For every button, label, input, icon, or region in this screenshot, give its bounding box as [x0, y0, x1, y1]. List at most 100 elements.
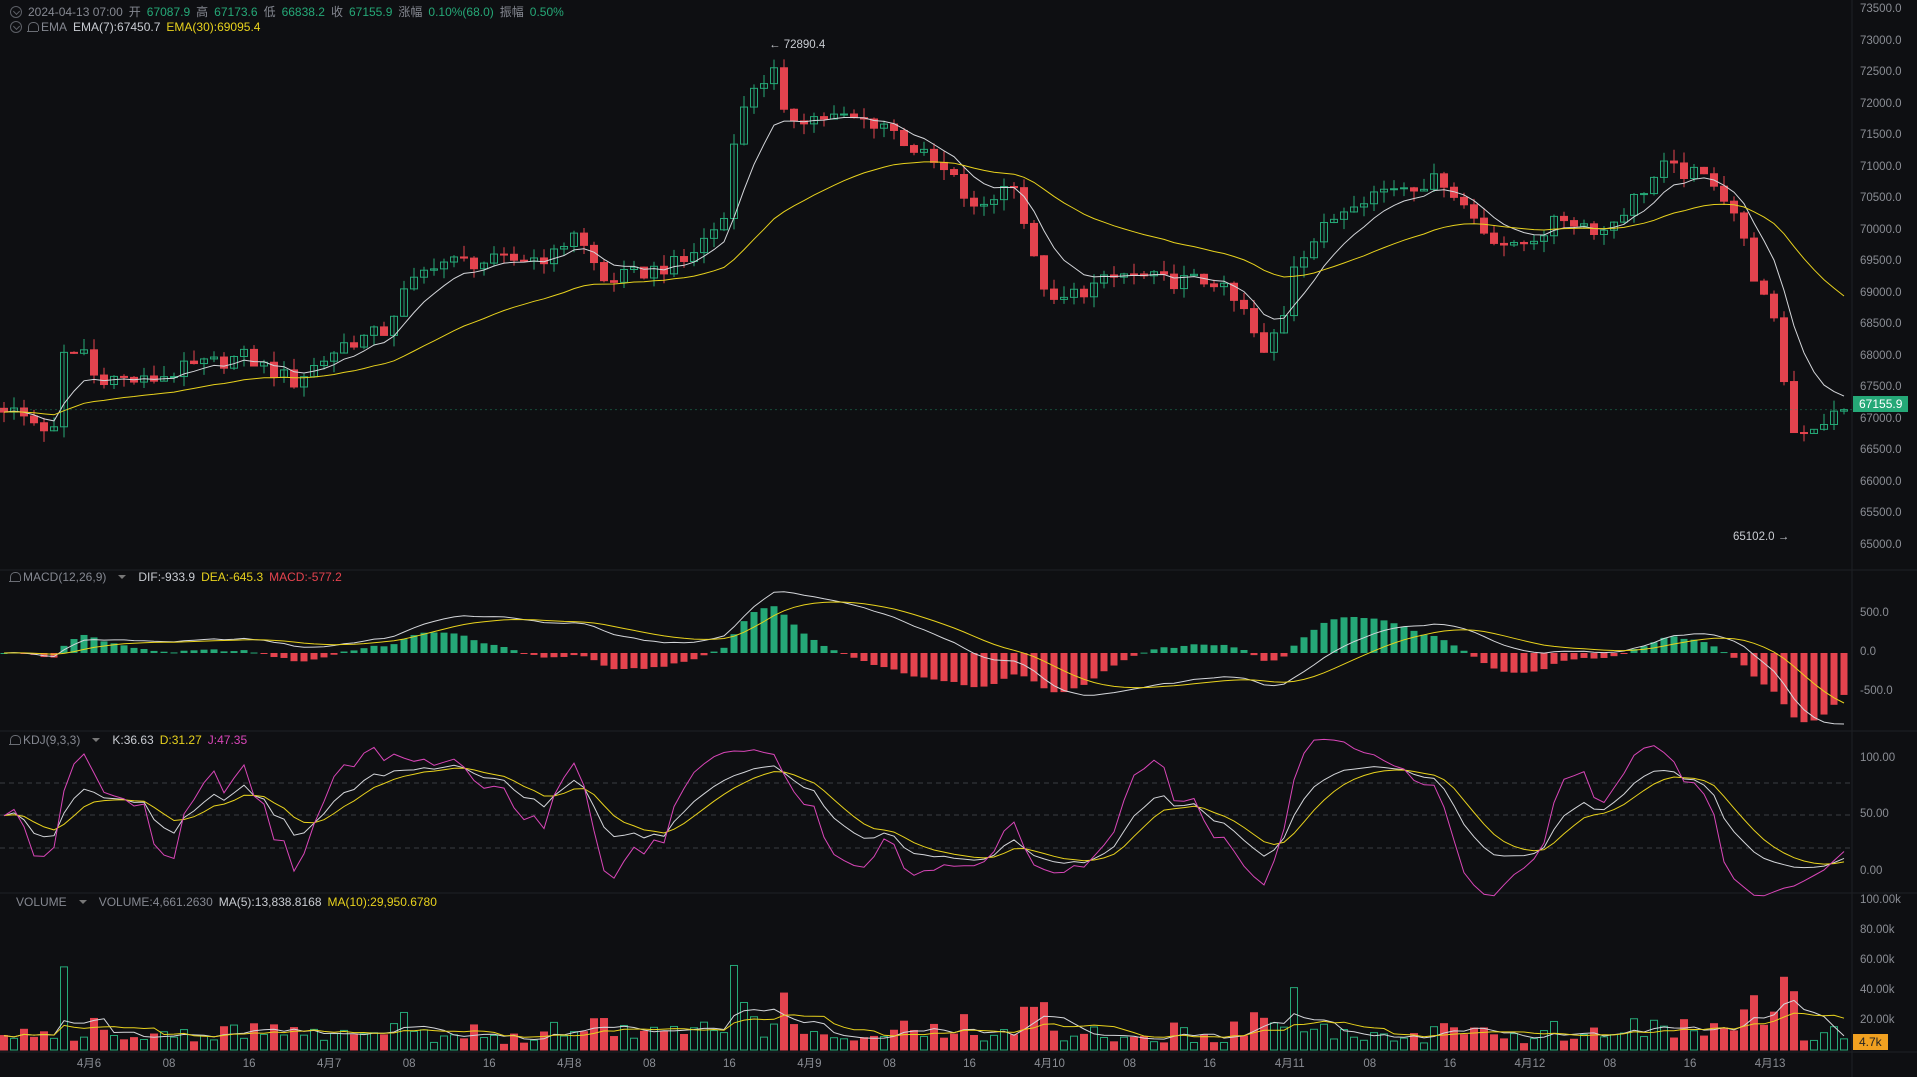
volume-bar — [390, 1023, 398, 1051]
candle-body — [630, 266, 638, 270]
candle-body — [1170, 273, 1178, 290]
volume-bar — [1810, 1039, 1818, 1051]
macd-histogram-bar — [1190, 644, 1198, 653]
ema-name: EMA — [41, 20, 68, 34]
price-axis-label: 71000.0 — [1860, 160, 1902, 173]
volume-bar — [1070, 1035, 1078, 1051]
macd-histogram-bar — [1380, 620, 1388, 653]
macd-histogram-bar — [570, 653, 578, 656]
macd-histogram-bar — [90, 637, 98, 653]
macd-histogram-bar — [740, 621, 748, 653]
ema7-value: EMA(7):67450.7 — [73, 20, 161, 34]
volume-bar — [570, 1031, 578, 1051]
candle-body — [1180, 275, 1188, 290]
macd-histogram-bar — [1080, 653, 1088, 685]
volume-bar — [1210, 1042, 1218, 1051]
macd-histogram-bar — [290, 653, 298, 662]
volume-bar — [1780, 976, 1788, 1051]
volume-bar — [870, 1035, 878, 1051]
macd-histogram-bar — [1710, 646, 1718, 653]
ema-indicator[interactable]: EMA — [27, 20, 68, 34]
macd-histogram-bar — [210, 649, 218, 653]
macd-histogram-bar — [1470, 653, 1478, 657]
candle-body — [400, 288, 408, 317]
macd-histogram-bar — [750, 612, 758, 653]
volume-bar — [360, 1033, 368, 1051]
volume-bar — [640, 1030, 648, 1051]
dropdown-caret-icon[interactable] — [118, 575, 127, 579]
macd-histogram-bar — [800, 633, 808, 653]
candle-body — [440, 261, 448, 270]
macd-histogram-bar — [1620, 653, 1628, 654]
collapse-chevron-icon[interactable] — [10, 5, 22, 18]
volume-bar — [1440, 1023, 1448, 1051]
macd-value: MACD:-577.2 — [269, 570, 342, 584]
macd-histogram-bar — [70, 639, 78, 653]
volume-bar — [850, 1040, 858, 1051]
macd-histogram-bar — [1450, 645, 1458, 653]
volume-bar — [1590, 1027, 1598, 1051]
price-axis-label: 65500.0 — [1860, 507, 1902, 519]
volume-bar — [1460, 1034, 1468, 1051]
candle-body — [1410, 187, 1418, 192]
candle-body — [770, 67, 778, 85]
volume-bar — [710, 1030, 718, 1051]
macd-histogram-bar — [780, 614, 788, 653]
volume-bar — [260, 1033, 268, 1051]
dropdown-caret-icon[interactable] — [92, 738, 101, 742]
volume-bar — [760, 1036, 768, 1051]
macd-histogram-bar — [360, 648, 368, 653]
macd-histogram-bar — [1720, 652, 1728, 654]
macd-histogram-bar — [810, 639, 818, 653]
volume-bar — [160, 1031, 168, 1051]
macd-histogram-bar — [130, 647, 138, 653]
candle-body — [1070, 288, 1078, 298]
macd-histogram-bar — [1770, 653, 1778, 692]
kdj-indicator[interactable]: KDJ(9,3,3) — [9, 733, 80, 747]
date-axis-label: 08 — [162, 1058, 176, 1070]
volume-bar — [1560, 1040, 1568, 1051]
volume-bar — [680, 1034, 688, 1051]
candle-body — [1810, 428, 1818, 434]
date-axis-label: 08 — [1603, 1058, 1617, 1070]
volume-ma10-line — [3, 1012, 1845, 1038]
macd-histogram-bar — [1740, 653, 1748, 666]
volume-bar — [660, 1030, 668, 1051]
candle-body — [1020, 187, 1028, 224]
macd-histogram-bar — [1760, 653, 1768, 685]
volume-bar — [510, 1033, 518, 1051]
macd-histogram-bar — [150, 650, 158, 653]
volume-bar — [830, 1037, 838, 1051]
dropdown-caret-icon[interactable] — [78, 900, 87, 904]
candle-body — [410, 276, 418, 290]
volume-bar — [140, 1038, 148, 1051]
volume-bar — [490, 1034, 498, 1051]
macd-histogram-bar — [450, 633, 458, 653]
macd-histogram-bar — [660, 653, 668, 667]
macd-indicator[interactable]: MACD(12,26,9) — [9, 570, 106, 584]
volume-bar — [1770, 1011, 1778, 1051]
price-axis-label: 68000.0 — [1860, 349, 1902, 362]
bell-icon — [9, 572, 21, 582]
volume-bar — [980, 1040, 988, 1051]
kdj-axis-label: 50.00 — [1860, 808, 1889, 820]
macd-histogram-bar — [180, 650, 188, 653]
candle-body — [1150, 271, 1158, 277]
date-axis-label: 4月11 — [1274, 1058, 1305, 1070]
macd-histogram-bar — [1110, 653, 1118, 666]
candle-body — [1760, 280, 1768, 295]
candle-body — [560, 245, 568, 250]
candle-body — [1420, 188, 1428, 192]
macd-histogram-bar — [1540, 653, 1548, 670]
volume-bar — [1550, 1020, 1558, 1051]
macd-histogram-bar — [1120, 653, 1128, 661]
macd-histogram-bar — [1610, 653, 1618, 657]
collapse-chevron-icon[interactable] — [10, 21, 22, 33]
volume-name[interactable]: VOLUME — [16, 895, 67, 909]
candle-body — [1510, 241, 1518, 246]
candle-body — [110, 375, 118, 386]
macd-histogram-bar — [250, 652, 258, 654]
volume-bar — [1800, 1040, 1808, 1051]
price-axis-label: 70000.0 — [1860, 223, 1902, 236]
